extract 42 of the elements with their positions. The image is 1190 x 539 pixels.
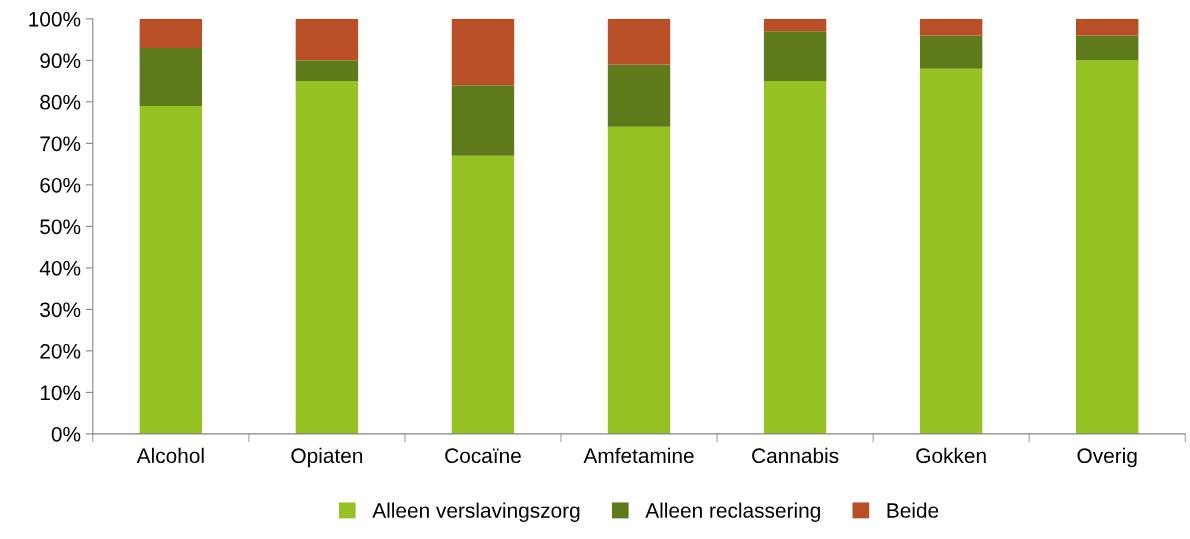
- y-tick-label: 40%: [39, 260, 81, 276]
- y-tick-label: 60%: [40, 177, 81, 193]
- y-tick-label: 30%: [40, 302, 81, 318]
- bar: [139, 47, 203, 107]
- bar: [295, 60, 359, 82]
- bar: [451, 18, 515, 86]
- bar: [139, 106, 203, 434]
- bar: [919, 18, 983, 36]
- bar: [763, 18, 827, 32]
- x-tick-label: Cannabis: [752, 447, 839, 464]
- x-tick-label: Opiaten: [291, 447, 363, 468]
- bar: [1076, 60, 1139, 434]
- y-tick-label: 20%: [40, 343, 81, 359]
- legend-label: Alleen reclassering: [645, 502, 820, 522]
- legend-label: Alleen verslavingszorg: [372, 502, 580, 522]
- bar: [763, 81, 827, 434]
- y-tick-label: 70%: [40, 136, 81, 152]
- bar: [607, 64, 671, 127]
- x-tick-label: Cocaïne: [445, 448, 521, 464]
- bar: [607, 126, 671, 434]
- y-tick-label: 50%: [40, 219, 81, 235]
- bar: [919, 68, 983, 434]
- y-tick-label: 100%: [29, 11, 81, 27]
- bar: [919, 35, 983, 69]
- y-tick-label: 90%: [40, 53, 81, 69]
- legend-label: Beide: [887, 502, 939, 518]
- x-tick-label: Alcohol: [136, 447, 204, 464]
- bar: [763, 31, 827, 82]
- x-tick-label: Gokken: [916, 447, 986, 464]
- bar: [607, 18, 671, 65]
- x-tick-label: Amfetamine: [583, 447, 694, 464]
- bar: [295, 81, 359, 434]
- y-tick-label: 80%: [40, 94, 81, 110]
- bar: [451, 85, 515, 156]
- bar: [139, 18, 203, 48]
- y-tick-label: 0%: [51, 426, 81, 442]
- bar: [1076, 35, 1139, 61]
- bar: [451, 155, 515, 434]
- y-tick-label: 10%: [40, 385, 81, 401]
- bar: [1076, 18, 1139, 36]
- bar: [295, 18, 359, 61]
- x-tick-label: Overig: [1077, 447, 1137, 468]
